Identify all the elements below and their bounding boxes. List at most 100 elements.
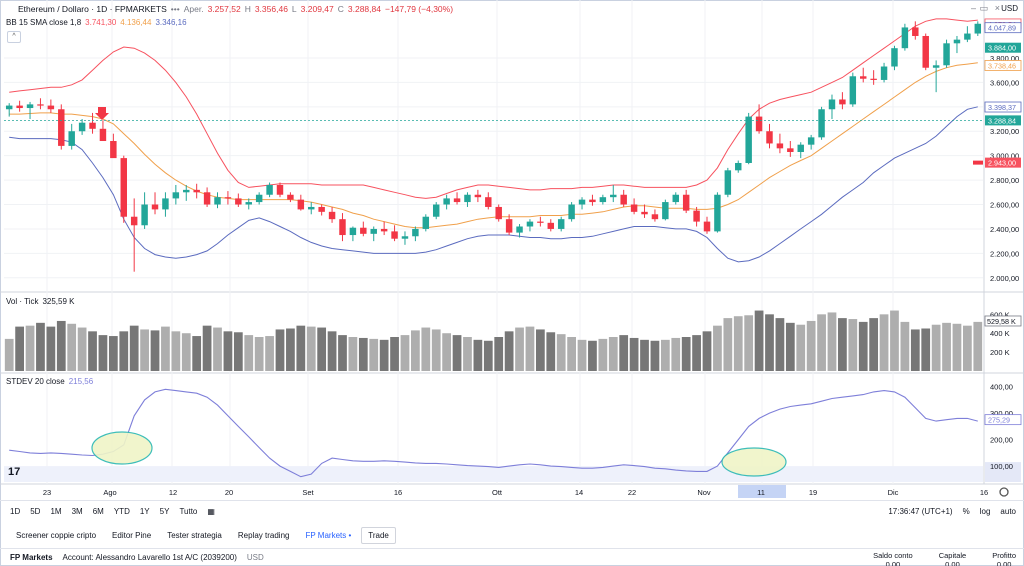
volume-bar[interactable]	[963, 325, 972, 371]
volume-bar[interactable]	[817, 314, 826, 371]
candle-body[interactable]	[662, 202, 669, 220]
candle-body[interactable]	[745, 116, 752, 163]
candle-body[interactable]	[547, 222, 555, 229]
volume-bar[interactable]	[4, 338, 14, 371]
candle-body[interactable]	[901, 27, 909, 49]
volume-bar[interactable]	[161, 326, 170, 371]
volume-bar[interactable]	[338, 335, 347, 371]
candle-body[interactable]	[401, 236, 409, 239]
candle-body[interactable]	[391, 231, 398, 239]
candle-body[interactable]	[287, 194, 294, 200]
range-button-1d[interactable]: 1D	[10, 507, 21, 516]
candle-body[interactable]	[880, 66, 888, 80]
candle-body[interactable]	[766, 131, 773, 144]
candle-body[interactable]	[912, 27, 919, 36]
volume-bar[interactable]	[286, 328, 295, 372]
volume-bar[interactable]	[879, 314, 889, 371]
candle-body[interactable]	[37, 104, 44, 106]
tab-editor-pine[interactable]: Editor Pine	[112, 530, 152, 540]
price-badge[interactable]: 3.398,37	[988, 103, 1016, 112]
price-badge[interactable]: 3.738,46	[988, 61, 1016, 70]
tab-tester-strategia[interactable]: Tester strategia	[167, 530, 222, 540]
volume-bar[interactable]	[504, 331, 514, 371]
candle-body[interactable]	[99, 128, 107, 142]
candle-body[interactable]	[537, 221, 544, 223]
candle-body[interactable]	[318, 206, 325, 212]
candle-body[interactable]	[860, 76, 867, 79]
candle-body[interactable]	[599, 197, 607, 203]
alert-marker[interactable]	[973, 160, 983, 165]
price-badge[interactable]: 3.884,00	[988, 44, 1016, 53]
range-button-1m[interactable]: 1M	[50, 507, 62, 516]
volume-bar[interactable]	[327, 331, 337, 371]
volume-bar[interactable]	[390, 337, 399, 371]
volume-bar[interactable]	[900, 321, 910, 371]
volume-bar[interactable]	[640, 339, 649, 371]
candle-body[interactable]	[349, 227, 357, 236]
candle-body[interactable]	[453, 198, 461, 203]
volume-bar[interactable]	[411, 330, 420, 371]
candle-body[interactable]	[68, 131, 75, 146]
currency-button[interactable]: USD	[1001, 4, 1018, 13]
candle-body[interactable]	[141, 204, 148, 226]
candle-body[interactable]	[16, 105, 23, 109]
volume-bar[interactable]	[869, 318, 879, 371]
volume-bar[interactable]	[942, 322, 951, 371]
candle-body[interactable]	[130, 216, 138, 226]
volume-bar[interactable]	[608, 337, 618, 371]
candle-body[interactable]	[735, 162, 742, 171]
candle-body[interactable]	[776, 143, 784, 149]
volume-bar[interactable]	[827, 312, 837, 371]
stdev-legend[interactable]: STDEV 20 close 215,56	[6, 377, 93, 386]
candle-body[interactable]	[526, 221, 534, 227]
volume-bar[interactable]	[702, 331, 712, 371]
candle-body[interactable]	[203, 192, 211, 205]
candle-body[interactable]	[235, 198, 242, 205]
candle-body[interactable]	[245, 202, 252, 205]
candle-body[interactable]	[755, 116, 763, 132]
candle-body[interactable]	[797, 144, 804, 152]
volume-bar[interactable]	[98, 335, 108, 371]
volume-bar[interactable]	[369, 338, 379, 371]
candle-body[interactable]	[589, 199, 596, 203]
volume-bar[interactable]	[494, 337, 504, 371]
bb-legend[interactable]: BB 15 SMA close 1,8 3.741,30 4.136,44 3.…	[6, 18, 187, 27]
range-button-1y[interactable]: 1Y	[139, 507, 150, 516]
volume-bar[interactable]	[650, 340, 660, 371]
volume-bar[interactable]	[796, 324, 806, 371]
volume-bar[interactable]	[463, 337, 472, 371]
candle-body[interactable]	[370, 228, 377, 234]
volume-bar[interactable]	[525, 326, 535, 371]
volume-bar[interactable]	[56, 320, 66, 371]
tab-replay-trading[interactable]: Replay trading	[237, 530, 290, 540]
candle-body[interactable]	[89, 122, 96, 129]
volume-bar[interactable]	[785, 322, 795, 371]
candle-body[interactable]	[641, 211, 648, 215]
volume-bar[interactable]	[181, 333, 191, 371]
candle-body[interactable]	[703, 221, 711, 232]
candle-body[interactable]	[943, 43, 950, 66]
candle-body[interactable]	[422, 216, 430, 229]
candle-body[interactable]	[58, 109, 65, 146]
volume-bar[interactable]	[358, 337, 368, 371]
volume-bar[interactable]	[765, 314, 774, 371]
volume-bar[interactable]	[692, 335, 701, 371]
candle-body[interactable]	[276, 184, 284, 195]
candle-body[interactable]	[557, 219, 565, 229]
candle-body[interactable]	[214, 197, 221, 205]
volume-bar[interactable]	[556, 334, 566, 371]
volume-bar[interactable]	[890, 310, 899, 371]
candle-body[interactable]	[380, 228, 388, 232]
candle-body[interactable]	[620, 194, 627, 205]
candle-body[interactable]	[485, 197, 492, 207]
candle-body[interactable]	[932, 65, 940, 68]
candle-body[interactable]	[974, 23, 982, 34]
volume-bar[interactable]	[46, 326, 56, 371]
volume-bar[interactable]	[848, 319, 858, 371]
volume-bar[interactable]	[577, 339, 587, 371]
candle-body[interactable]	[443, 198, 450, 205]
candle-body[interactable]	[651, 214, 659, 220]
volume-bar[interactable]	[67, 323, 77, 371]
range-button-3m[interactable]: 3M	[71, 507, 83, 516]
